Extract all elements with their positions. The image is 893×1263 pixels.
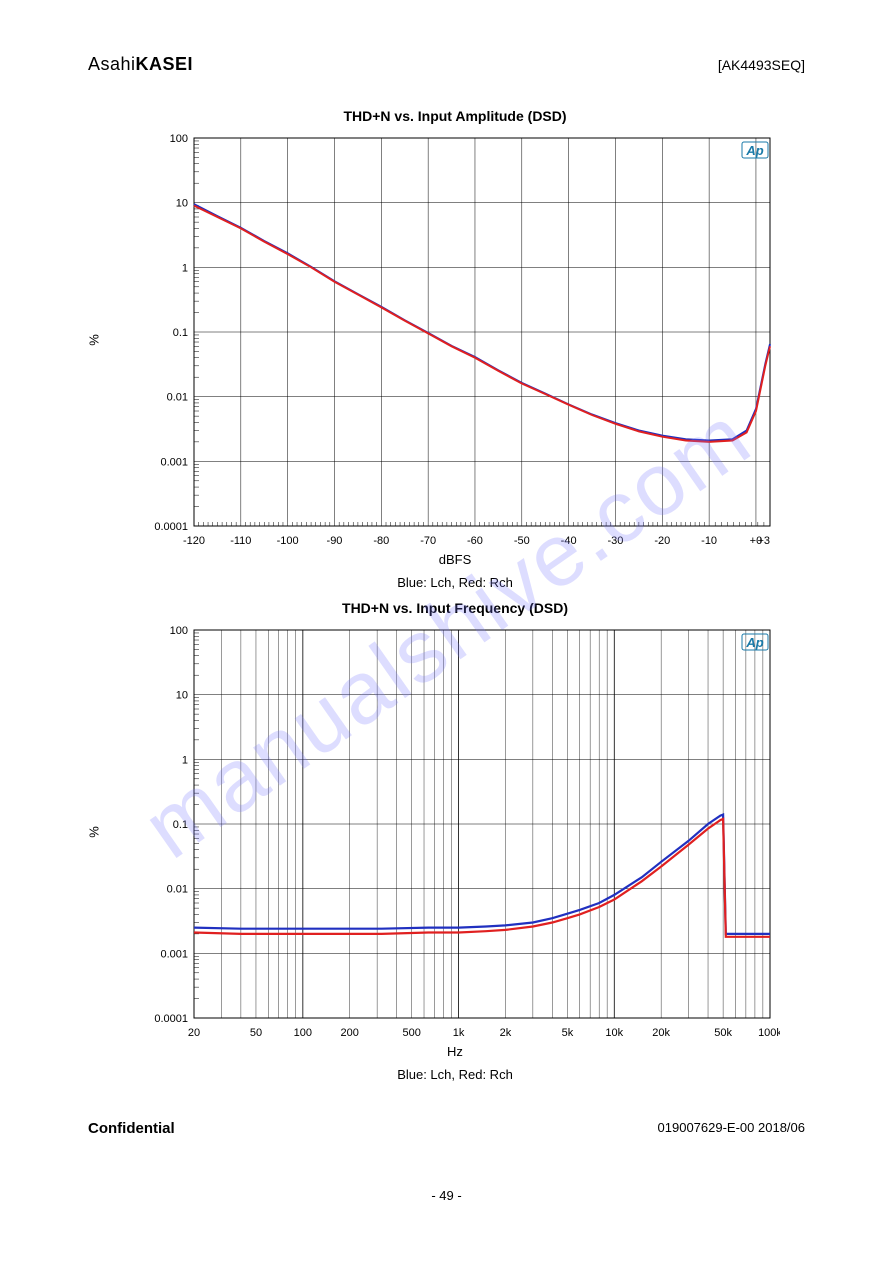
chart2-plot: 20 50 100 200 500 1k 2k 5k 10k 20k 50k 100k 0.0001 0.…	[130, 622, 780, 1042]
svg-text:10k: 10k	[605, 1027, 623, 1039]
svg-text:0.01: 0.01	[167, 884, 188, 896]
page-number: - 49 -	[0, 1188, 893, 1203]
svg-text:-60: -60	[467, 535, 483, 547]
confidential-label: Confidential	[88, 1120, 175, 1137]
svg-text:-40: -40	[561, 535, 577, 547]
svg-text:50: 50	[250, 1027, 262, 1039]
page-header: AsahiKASEI [AK4493SEQ]	[88, 54, 805, 75]
chart1-plot: -120 -110 -100 -90 -80 -70 -60 -50 -40 -30 -20 -10 +…	[130, 130, 780, 550]
svg-text:500: 500	[403, 1027, 421, 1039]
svg-text:20k: 20k	[652, 1027, 670, 1039]
chart2-legend: Blue: Lch, Red: Rch	[130, 1067, 780, 1082]
chart2-ylabel: %	[86, 826, 101, 838]
svg-text:-30: -30	[608, 535, 624, 547]
chart2-title: THD+N vs. Input Frequency (DSD)	[130, 600, 780, 616]
chart1-xlabel: dBFS	[130, 552, 780, 567]
svg-text:1k: 1k	[453, 1027, 465, 1039]
date-footer: 019007629-E-00 2018/06	[658, 1120, 805, 1135]
svg-text:100k: 100k	[758, 1027, 780, 1039]
svg-text:50k: 50k	[714, 1027, 732, 1039]
svg-text:100: 100	[170, 133, 188, 145]
svg-text:+3: +3	[757, 535, 770, 547]
svg-text:-90: -90	[327, 535, 343, 547]
chart1-ylabel: %	[86, 334, 101, 346]
chart-thdn-amplitude: THD+N vs. Input Amplitude (DSD) % -120-1…	[130, 108, 780, 590]
svg-text:-10: -10	[701, 535, 717, 547]
svg-text:0.0001: 0.0001	[154, 521, 188, 533]
svg-text:-20: -20	[654, 535, 670, 547]
svg-text:-100: -100	[277, 535, 299, 547]
brand-asahi: Asahi	[88, 54, 136, 74]
svg-text:-70: -70	[420, 535, 436, 547]
svg-text:0.01: 0.01	[167, 392, 188, 404]
chart2-wrap: % 20501002005001k2k5k10k20k50k100k0.0001…	[130, 622, 780, 1042]
brand: AsahiKASEI	[88, 54, 193, 75]
svg-text:20: 20	[188, 1027, 200, 1039]
part-number: [AK4493SEQ]	[718, 57, 805, 73]
svg-text:-80: -80	[373, 535, 389, 547]
chart1-wrap: % -120-110-100-90-80-70-60-50-40-30-20-1…	[130, 130, 780, 550]
brand-kasei: KASEI	[136, 54, 194, 74]
svg-text:0.0001: 0.0001	[154, 1013, 188, 1025]
svg-text:100: 100	[170, 625, 188, 637]
svg-text:0.001: 0.001	[160, 948, 188, 960]
svg-text:-120: -120	[183, 535, 205, 547]
svg-text:5k: 5k	[562, 1027, 574, 1039]
svg-text:Ap: Ap	[745, 635, 763, 650]
svg-text:0.1: 0.1	[173, 819, 188, 831]
svg-text:1: 1	[182, 754, 188, 766]
svg-text:100: 100	[294, 1027, 312, 1039]
svg-text:-110: -110	[230, 535, 251, 547]
chart1-title: THD+N vs. Input Amplitude (DSD)	[130, 108, 780, 124]
svg-text:1: 1	[182, 262, 188, 274]
chart-thdn-frequency: THD+N vs. Input Frequency (DSD) % 205010…	[130, 600, 780, 1082]
chart2-xlabel: Hz	[130, 1044, 780, 1059]
svg-text:10: 10	[176, 198, 188, 210]
svg-text:10: 10	[176, 690, 188, 702]
svg-text:0.1: 0.1	[173, 327, 188, 339]
svg-text:2k: 2k	[500, 1027, 512, 1039]
svg-text:200: 200	[341, 1027, 359, 1039]
svg-text:-50: -50	[514, 535, 530, 547]
svg-text:0.001: 0.001	[160, 456, 188, 468]
chart1-legend: Blue: Lch, Red: Rch	[130, 575, 780, 590]
svg-text:Ap: Ap	[745, 143, 763, 158]
